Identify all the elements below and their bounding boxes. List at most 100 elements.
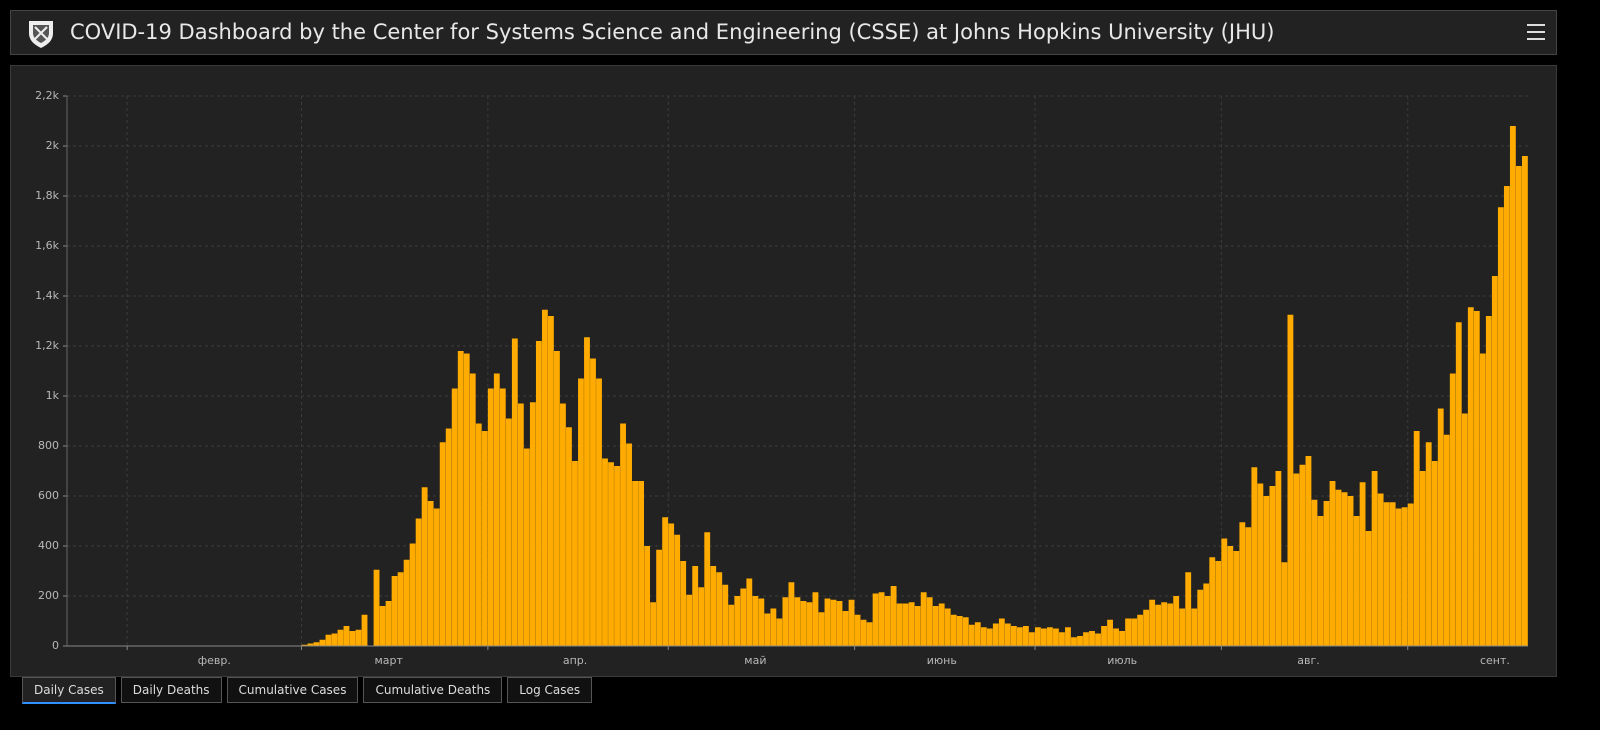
bar (980, 627, 987, 646)
bar (1107, 619, 1113, 646)
bar (890, 586, 897, 646)
bar (998, 618, 1005, 646)
bar (566, 427, 572, 646)
menu-button[interactable] (1526, 22, 1546, 42)
bar (1341, 492, 1348, 646)
bar (1323, 501, 1330, 646)
y-tick-label: 2k (46, 139, 60, 152)
bar (1377, 493, 1384, 646)
bar (1401, 507, 1408, 646)
x-tick-label: март (374, 654, 403, 667)
bar (1335, 489, 1342, 646)
bar (451, 388, 458, 646)
bar (734, 596, 741, 646)
x-tick-label: июнь (927, 654, 957, 667)
bar (1028, 632, 1035, 646)
bar (956, 616, 963, 646)
bar (620, 423, 626, 646)
bar (584, 337, 590, 646)
bar (1311, 499, 1318, 646)
bar (830, 599, 837, 646)
bar (674, 534, 681, 646)
bar (1053, 628, 1059, 646)
y-tick-label: 1k (46, 389, 60, 402)
bar (596, 378, 602, 646)
bar (776, 618, 783, 646)
bar (662, 517, 669, 646)
bar (1515, 166, 1522, 646)
bar (1022, 626, 1029, 646)
bar (746, 578, 753, 646)
bar (812, 592, 819, 646)
tab[interactable]: Cumulative Deaths (363, 677, 503, 703)
tab[interactable]: Cumulative Cases (226, 677, 359, 703)
bar (878, 592, 885, 646)
x-tick-label: май (744, 654, 766, 667)
bar (1197, 589, 1204, 646)
bar (818, 612, 825, 646)
bar (626, 443, 632, 646)
bar (1425, 442, 1432, 646)
bar (499, 388, 506, 646)
bar (457, 351, 464, 646)
bar (1161, 602, 1168, 646)
bar (1185, 572, 1192, 646)
bar (301, 644, 308, 646)
x-tick-label: сент. (1480, 654, 1510, 667)
bar (602, 458, 608, 646)
y-tick-label: 2,2k (35, 89, 59, 102)
bar (740, 588, 747, 646)
bar (800, 601, 807, 646)
title: COVID-19 Dashboard by the Center for Sys… (70, 20, 1275, 44)
bar (1509, 126, 1516, 646)
bar (1155, 604, 1162, 646)
bar (836, 601, 843, 646)
y-tick-label: 200 (38, 589, 59, 602)
y-tick-label: 0 (52, 639, 59, 652)
bar (722, 584, 729, 646)
bar (355, 629, 362, 646)
bar (704, 532, 711, 646)
bar (1089, 631, 1095, 646)
bar (385, 601, 392, 646)
bar (578, 378, 584, 646)
bar (1353, 516, 1360, 646)
bar (487, 388, 494, 646)
bar (325, 634, 332, 646)
bar (313, 642, 320, 646)
bar (938, 603, 945, 646)
bar (1269, 486, 1276, 646)
bar (896, 603, 903, 646)
bar (517, 403, 524, 646)
bar (1437, 408, 1444, 646)
bar (1077, 636, 1083, 646)
bar (1281, 562, 1288, 646)
bar (968, 624, 975, 646)
bar (1065, 627, 1071, 646)
tab[interactable]: Daily Cases (22, 677, 116, 704)
bar (962, 617, 969, 646)
bar (523, 448, 530, 646)
bar (445, 428, 452, 646)
bar (1016, 627, 1023, 646)
bar (758, 598, 765, 646)
bar (535, 341, 542, 646)
bar (1083, 632, 1089, 646)
bar (1293, 473, 1300, 646)
bar (1443, 434, 1450, 646)
bar (1431, 461, 1438, 646)
bar (614, 466, 620, 646)
bar (1137, 614, 1144, 646)
bar (1263, 496, 1270, 646)
bar (902, 603, 909, 646)
y-tick-label: 800 (38, 439, 59, 452)
bar (1125, 618, 1132, 646)
tab[interactable]: Daily Deaths (120, 677, 222, 703)
bar (644, 546, 651, 646)
bar (656, 549, 663, 646)
bar (1221, 538, 1228, 646)
bar (493, 373, 500, 646)
bar (1299, 464, 1306, 646)
bar (842, 611, 849, 646)
tab[interactable]: Log Cases (507, 677, 593, 703)
